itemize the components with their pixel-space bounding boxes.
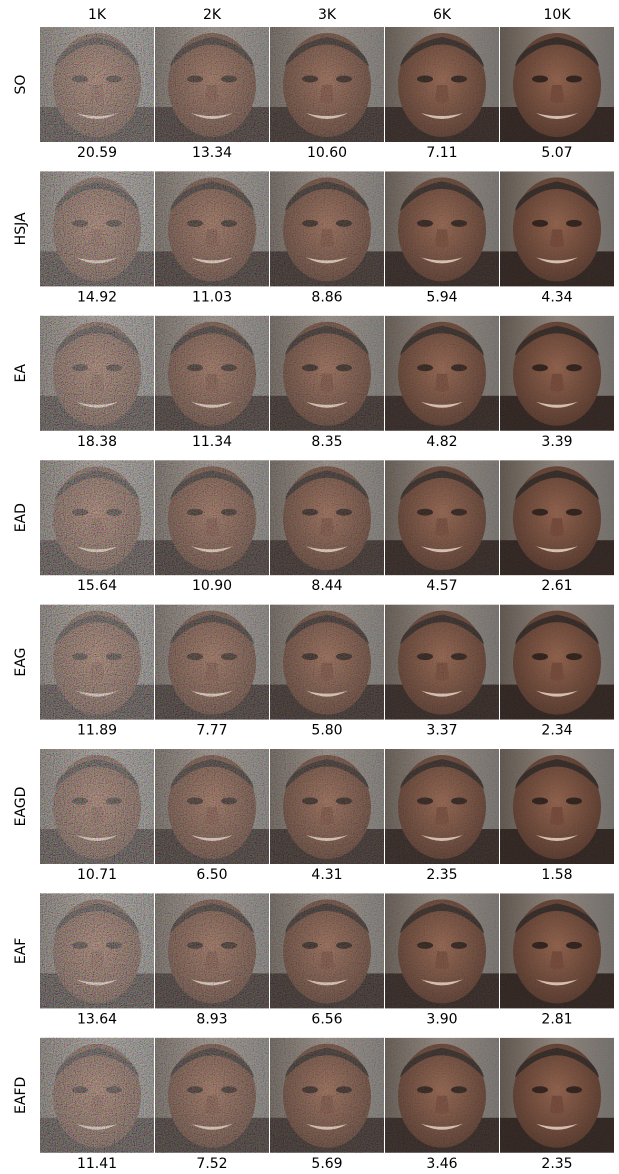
- distance-value: 11.41: [77, 1156, 117, 1172]
- noise-overlay: [40, 316, 154, 431]
- distance-value: 13.34: [192, 145, 232, 161]
- distance-value: 4.34: [541, 289, 572, 305]
- distance-value: 10.71: [77, 867, 117, 883]
- noise-overlay: [500, 1038, 614, 1153]
- noise-overlay: [40, 893, 154, 1008]
- noise-overlay: [270, 460, 384, 575]
- row-label: HSJA: [13, 212, 29, 245]
- column-header: 3K: [318, 7, 337, 23]
- noise-overlay: [155, 605, 269, 720]
- distance-value: 2.61: [541, 578, 572, 594]
- distance-value: 7.77: [196, 723, 227, 739]
- distance-value: 8.86: [311, 289, 342, 305]
- distance-value: 10.60: [307, 145, 347, 161]
- noise-overlay: [40, 171, 154, 286]
- noise-overlay: [385, 749, 499, 864]
- distance-value: 13.64: [77, 1011, 117, 1027]
- noise-overlay: [155, 1038, 269, 1153]
- distance-value: 4.82: [426, 434, 457, 450]
- row-label: EAG: [13, 648, 29, 677]
- distance-value: 1.58: [541, 867, 572, 883]
- distance-value: 2.35: [426, 867, 457, 883]
- noise-overlay: [155, 460, 269, 575]
- distance-value: 11.34: [192, 434, 232, 450]
- distance-value: 3.37: [426, 723, 457, 739]
- distance-value: 20.59: [77, 145, 117, 161]
- noise-overlay: [40, 27, 154, 142]
- noise-overlay: [385, 1038, 499, 1153]
- noise-overlay: [155, 893, 269, 1008]
- noise-overlay: [155, 27, 269, 142]
- distance-value: 7.11: [426, 145, 457, 161]
- distance-value: 8.35: [311, 434, 342, 450]
- noise-overlay: [500, 749, 614, 864]
- noise-overlay: [155, 171, 269, 286]
- noise-overlay: [270, 316, 384, 431]
- noise-overlay: [270, 171, 384, 286]
- noise-overlay: [40, 605, 154, 720]
- distance-value: 14.92: [77, 289, 117, 305]
- noise-overlay: [500, 171, 614, 286]
- distance-value: 6.50: [196, 867, 227, 883]
- distance-value: 2.35: [541, 1156, 572, 1172]
- distance-value: 2.34: [541, 723, 572, 739]
- noise-overlay: [385, 605, 499, 720]
- column-header: 2K: [203, 7, 222, 23]
- distance-value: 3.46: [426, 1156, 457, 1172]
- noise-overlay: [270, 605, 384, 720]
- distance-value: 2.81: [541, 1011, 572, 1027]
- row-label: EAD: [13, 503, 29, 532]
- noise-overlay: [500, 316, 614, 431]
- noise-overlay: [385, 460, 499, 575]
- noise-overlay: [385, 893, 499, 1008]
- noise-overlay: [155, 749, 269, 864]
- row-label: SO: [13, 75, 29, 95]
- distance-value: 8.44: [311, 578, 342, 594]
- distance-value: 3.39: [541, 434, 572, 450]
- distance-value: 11.03: [192, 289, 232, 305]
- distance-value: 5.94: [426, 289, 457, 305]
- noise-overlay: [40, 1038, 154, 1153]
- noise-overlay: [270, 27, 384, 142]
- noise-overlay: [270, 893, 384, 1008]
- distance-value: 4.57: [426, 578, 457, 594]
- column-header: 10K: [544, 7, 572, 23]
- distance-value: 5.69: [311, 1156, 342, 1172]
- noise-overlay: [40, 749, 154, 864]
- noise-overlay: [500, 605, 614, 720]
- distance-value: 5.80: [311, 723, 342, 739]
- noise-overlay: [155, 316, 269, 431]
- row-label: EAFD: [13, 1077, 29, 1114]
- distance-value: 5.07: [541, 145, 572, 161]
- noise-overlay: [385, 316, 499, 431]
- distance-value: 10.90: [192, 578, 232, 594]
- noise-overlay: [385, 171, 499, 286]
- noise-overlay: [40, 460, 154, 575]
- distance-value: 8.93: [196, 1011, 227, 1027]
- column-header: 6K: [433, 7, 452, 23]
- noise-overlay: [500, 893, 614, 1008]
- row-label: EA: [13, 364, 29, 383]
- figure: 1K 2K 3K 6K 10K SO 20.59 13.34 10.60 7.11 5.07 HSJA…: [0, 0, 619, 1174]
- column-header: 1K: [88, 7, 107, 23]
- noise-overlay: [385, 27, 499, 142]
- noise-overlay: [270, 1038, 384, 1153]
- distance-value: 4.31: [311, 867, 342, 883]
- distance-value: 15.64: [77, 578, 117, 594]
- row-label: EAGD: [13, 787, 29, 827]
- distance-value: 6.56: [311, 1011, 342, 1027]
- row-label: EAF: [13, 938, 29, 964]
- page: 1K 2K 3K 6K 10K SO 20.59 13.34 10.60 7.11 5.07 HSJA…: [0, 0, 619, 1174]
- noise-overlay: [500, 27, 614, 142]
- distance-value: 11.89: [77, 723, 117, 739]
- noise-overlay: [500, 460, 614, 575]
- distance-value: 7.52: [196, 1156, 227, 1172]
- distance-value: 3.90: [426, 1011, 457, 1027]
- noise-overlay: [270, 749, 384, 864]
- distance-value: 18.38: [77, 434, 117, 450]
